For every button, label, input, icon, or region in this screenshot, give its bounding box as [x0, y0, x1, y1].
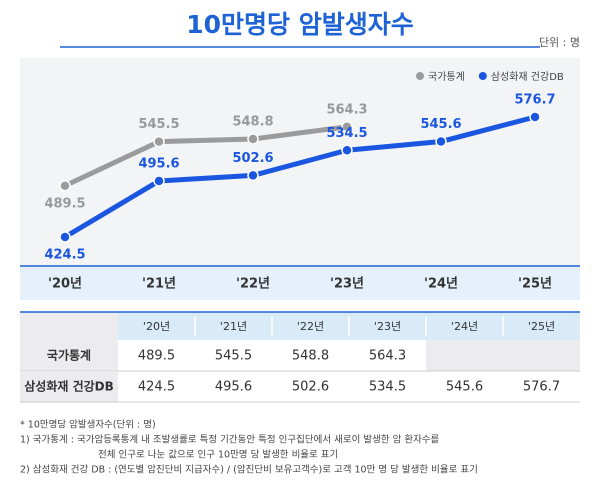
x-tick-label: '25년 — [518, 277, 552, 292]
legend-marker — [416, 72, 424, 80]
data-label: 576.7 — [514, 93, 555, 108]
x-tick-label: '20년 — [48, 277, 82, 292]
series-line — [63, 124, 348, 189]
note: 1) 국가통계 : 국가암등록통계 내 조발생률로 특정 기간동안 특정 인구집… — [20, 434, 440, 446]
data-label: 548.8 — [232, 114, 273, 129]
legend-label: 삼성화재 건강DB — [491, 71, 564, 83]
point — [435, 135, 447, 148]
table-cell: 424.5 — [138, 380, 175, 395]
data-label: 489.5 — [44, 196, 85, 211]
category-band — [20, 266, 580, 300]
point — [341, 144, 353, 157]
row-label: 삼성화재 건강DB — [24, 379, 114, 394]
point — [59, 231, 71, 243]
table-cell: 534.5 — [369, 380, 406, 395]
table-cell: 495.6 — [215, 380, 252, 395]
table-header: '22년 — [297, 320, 324, 333]
series-line — [63, 114, 536, 240]
table-cell: 548.8 — [292, 349, 329, 364]
table-cell: 502.6 — [292, 380, 329, 395]
x-tick-label: '22년 — [236, 277, 270, 292]
table-corner — [20, 312, 118, 340]
table-cell: 545.6 — [446, 380, 483, 395]
empty-cell — [503, 340, 580, 371]
point — [247, 133, 259, 145]
data-label: 545.6 — [420, 117, 461, 132]
data-label: 564.3 — [326, 102, 367, 117]
chart-title: 10만명당 암발생자수 — [186, 10, 414, 39]
empty-cell — [426, 340, 503, 371]
table-header: '25년 — [528, 320, 555, 333]
note: 전체 인구로 나눈 값으로 인구 10만명 당 발생한 비율로 표기 — [98, 449, 338, 461]
table-header: '20년 — [143, 320, 170, 333]
data-label: 495.6 — [138, 156, 179, 171]
table-header: '21년 — [220, 320, 247, 333]
data-label: 502.6 — [232, 151, 273, 166]
x-tick-label: '24년 — [424, 277, 458, 292]
point — [247, 169, 259, 182]
x-tick-label: '21년 — [142, 277, 176, 292]
table-cell: 564.3 — [369, 349, 406, 364]
row-label-cell — [20, 371, 118, 402]
note: 2) 삼성화재 건강 DB : (연도별 암진단비 지급자수) / (암진단비 … — [20, 464, 478, 476]
point — [59, 180, 71, 192]
unit-label: 단위 : 명 — [539, 36, 580, 49]
table-cell: 576.7 — [523, 380, 560, 395]
data-label: 534.5 — [326, 126, 367, 141]
legend-label: 국가통계 — [428, 71, 465, 83]
point — [341, 121, 353, 133]
table-header: '24년 — [451, 320, 478, 333]
data-label: 545.5 — [138, 117, 179, 132]
legend-marker — [478, 72, 487, 80]
point — [153, 135, 165, 148]
data-label: 424.5 — [44, 248, 85, 263]
point — [529, 111, 541, 123]
row-label: 국가통계 — [47, 348, 91, 363]
x-tick-label: '23년 — [330, 277, 364, 292]
table-cell: 545.5 — [215, 349, 252, 364]
note: * 10만명당 암발생자수(단위 : 명) — [20, 419, 156, 431]
table-header: '23년 — [374, 320, 401, 333]
row-label-cell — [20, 340, 118, 371]
point — [153, 175, 165, 187]
table-cell: 489.5 — [138, 349, 175, 364]
